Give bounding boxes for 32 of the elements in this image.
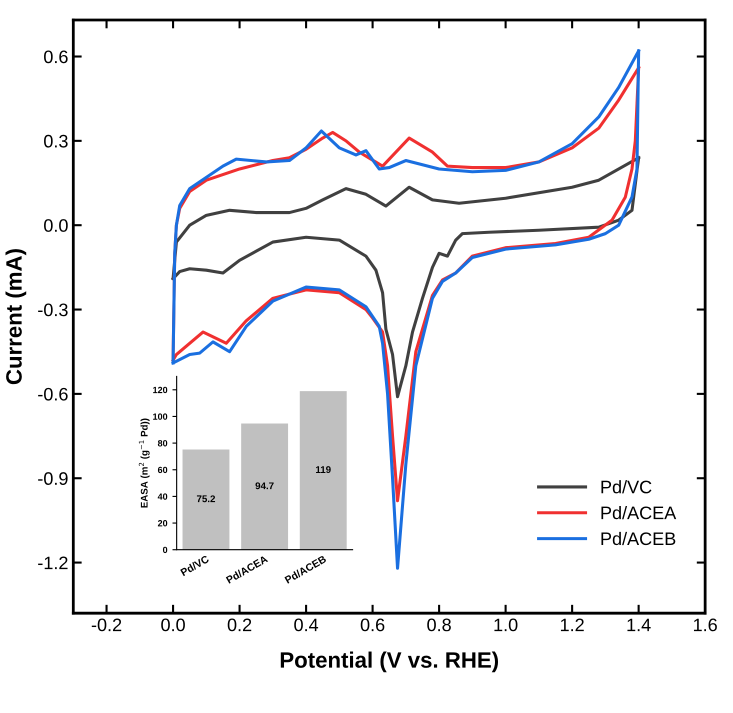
- data-label: 119: [316, 466, 331, 474]
- y-tick-label: 0.6: [44, 50, 68, 64]
- y-axis-title: EASA (m$^{2}$ (g$^{−1}$ Pd)): [138, 418, 150, 508]
- y-tick-label: 0.3: [44, 134, 68, 148]
- x-axis-title: Potential (V vs. RHE): [280, 652, 498, 672]
- data-label: 75.2: [196, 495, 216, 502]
- y-tick-label: 120: [153, 386, 168, 394]
- y-tick-label: 0.0: [44, 219, 68, 232]
- x-tick-label: 0.8: [427, 618, 451, 632]
- legend-label: Pd/ACEB: [601, 532, 676, 546]
- x-tick-label: 0.4: [294, 618, 318, 632]
- x-tick-label: 1.0: [494, 618, 518, 632]
- y-tick-label: 0: [162, 546, 168, 554]
- y-tick-label: 40: [158, 493, 168, 500]
- y-tick-label: 20: [158, 520, 168, 526]
- x-tick-label: 0.2: [228, 618, 252, 632]
- x-tick-label: 1.6: [694, 618, 717, 632]
- y-tick-label: -0.9: [38, 472, 68, 485]
- y-tick-label: 60: [158, 466, 168, 474]
- y-tick-label: 100: [153, 413, 168, 420]
- x-tick-label: 1.4: [627, 618, 651, 632]
- y-tick-label: -1.2: [38, 556, 68, 570]
- legend-label: Pd/VC: [601, 480, 652, 494]
- y-tick-label: -0.3: [38, 303, 68, 316]
- x-tick-label: 0.6: [360, 618, 384, 632]
- x-tick-label: -0.2: [92, 618, 122, 632]
- legend-label: Pd/ACEA: [601, 506, 676, 520]
- y-tick-label: 80: [158, 440, 168, 446]
- data-label: 94.7: [255, 482, 274, 490]
- x-tick-label: 1.2: [560, 618, 584, 632]
- y-axis-title: Current (mA): [6, 249, 26, 384]
- y-tick-label: -0.6: [38, 388, 68, 401]
